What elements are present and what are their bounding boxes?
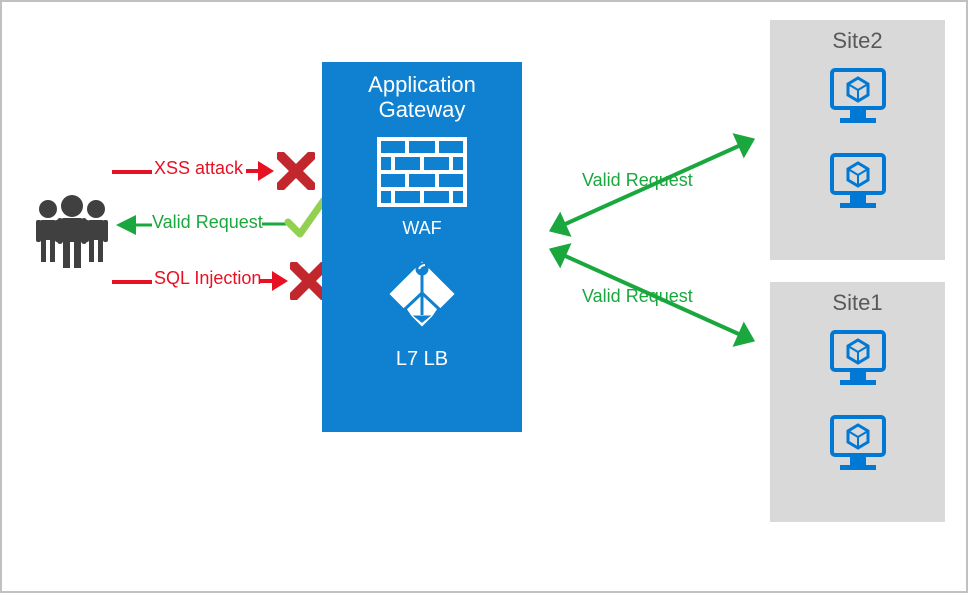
site1-box: Site1 [770,282,945,522]
site2-vm1-icon [770,66,945,133]
site2-vm2-icon [770,151,945,218]
waf-label: WAF [322,218,522,239]
site2-box: Site2 [770,20,945,260]
valid-to-site2-label: Valid Request [582,170,693,191]
waf-icon [322,137,522,212]
xss-arrowhead [246,158,276,184]
sqli-label: SQL Injection [154,268,261,289]
right-arrows [522,122,772,352]
lb-icon [322,249,522,344]
diagram-canvas: XSS attack Valid Request SQL Injection [0,0,968,593]
valid-line-end [262,214,286,234]
application-gateway-box: Application Gateway [322,62,522,432]
xss-line-start [112,170,152,174]
gateway-title-line1: Application [368,72,476,97]
users-icon [32,192,112,277]
valid-label: Valid Request [152,212,263,233]
xss-label: XSS attack [154,158,243,179]
valid-to-site1-label: Valid Request [582,286,693,307]
gateway-title: Application Gateway [322,62,522,123]
valid-left-arrowhead [112,212,152,238]
site1-title: Site1 [770,282,945,316]
lb-label: L7 LB [322,348,522,371]
sqli-arrowhead [260,268,290,294]
gateway-title-line2: Gateway [379,97,466,122]
site1-vm2-icon [770,413,945,480]
sqli-line-start [112,280,152,284]
site2-title: Site2 [770,20,945,54]
site1-vm1-icon [770,328,945,395]
xss-block-icon [277,152,315,190]
